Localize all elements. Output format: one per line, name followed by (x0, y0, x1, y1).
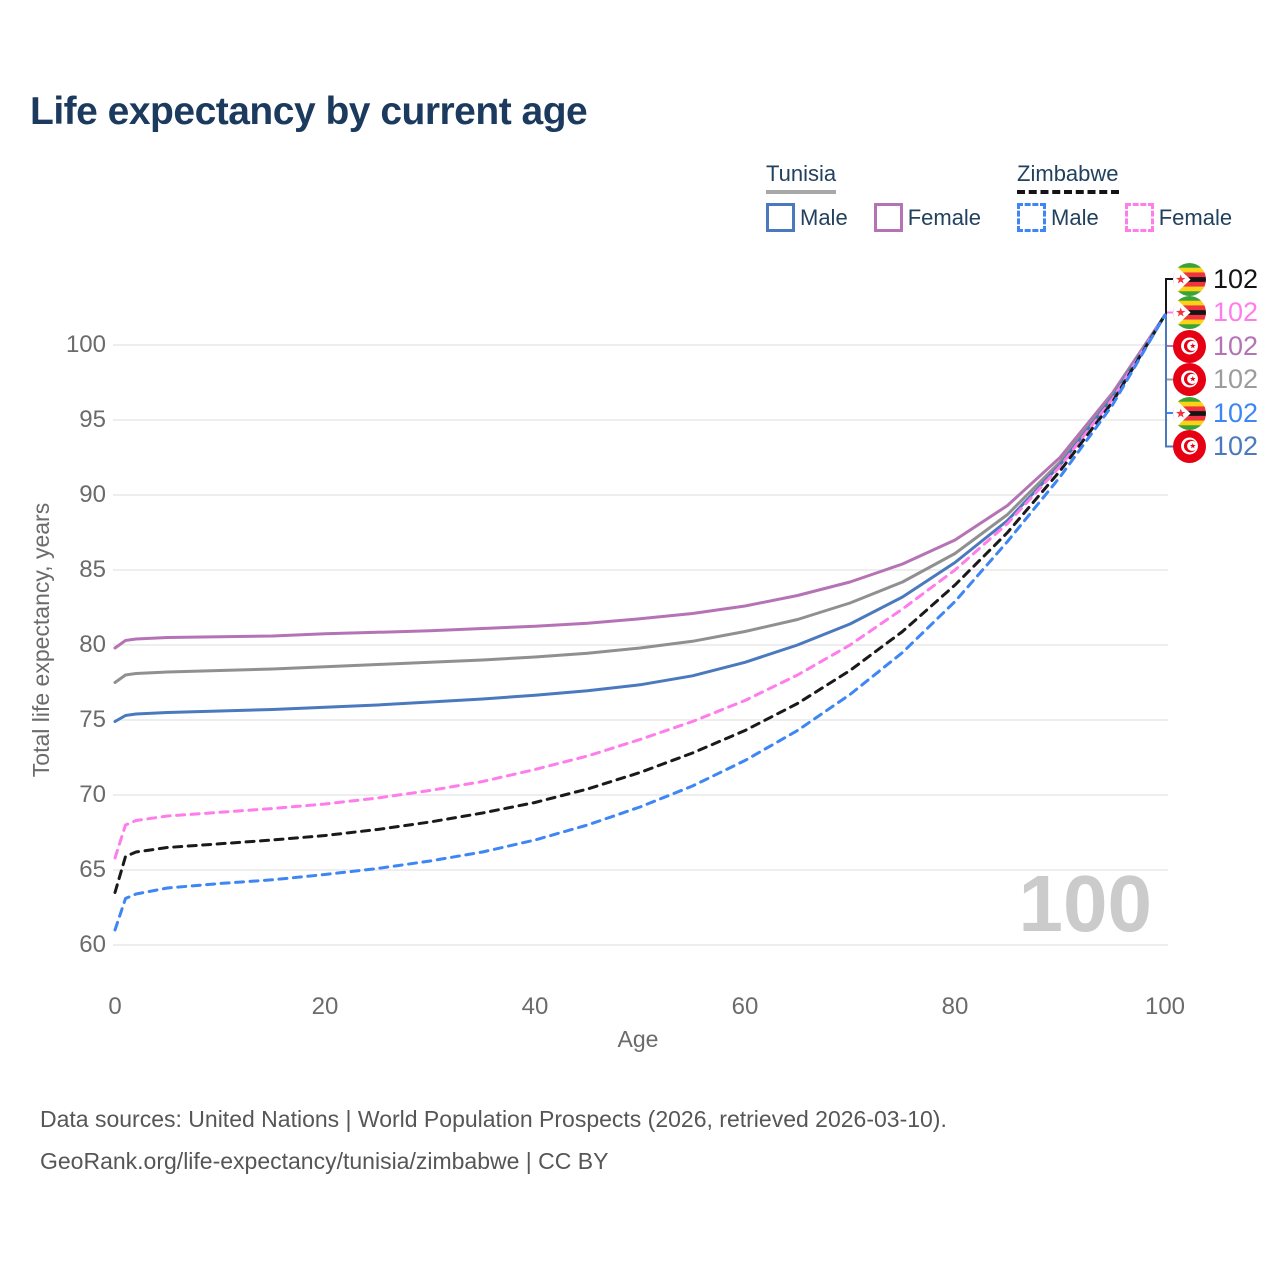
y-tick-label: 70 (79, 781, 106, 808)
legend-label-tunisia-male: Male (800, 204, 848, 230)
y-tick-label: 95 (79, 406, 106, 433)
series-line-zimbabwe-both-sexes (113, 313, 1167, 894)
legend-swatch-zimbabwe-male (1017, 203, 1047, 232)
y-tick-label: 85 (79, 556, 106, 583)
series-line-tunisia-both-sexes (113, 313, 1167, 684)
y-tick-label: 80 (79, 631, 106, 658)
x-tick-label: 60 (731, 993, 759, 1020)
end-value-label: 102 (1213, 431, 1259, 461)
series-end-label: 102 (1173, 329, 1258, 363)
zimbabwe-flag-icon (1173, 262, 1206, 296)
legend-group-tunisia: Tunisia Male Female (766, 161, 981, 232)
legend-group-zimbabwe: Zimbabwe Male Female (1017, 161, 1232, 232)
end-value-label: 102 (1213, 330, 1259, 361)
series-end-label: 102 (1173, 363, 1258, 397)
legend-swatch-zimbabwe-female (1124, 203, 1154, 232)
legend-item-tunisia-female[interactable]: Female (873, 203, 982, 232)
series-line-tunisia-male (113, 313, 1167, 723)
legend-label-zimbabwe-male: Male (1051, 204, 1099, 230)
series-line-tunisia-female (113, 313, 1167, 650)
y-tick-label: 60 (79, 931, 106, 958)
x-tick-label: 20 (311, 993, 339, 1020)
tunisia-flag-icon (1173, 363, 1206, 396)
series-line-zimbabwe-male (113, 313, 1167, 932)
chart-title: Life expectancy by current age (30, 90, 588, 133)
end-value-label: 102 (1213, 263, 1259, 294)
data-sources-line: Data sources: United Nations | World Pop… (40, 1106, 947, 1132)
x-tick-label: 40 (521, 993, 549, 1020)
series-end-label: 102 (1173, 430, 1258, 464)
x-tick-label: 100 (1144, 993, 1186, 1020)
age-watermark: 100 (1018, 859, 1152, 948)
y-tick-label: 65 (79, 856, 106, 883)
zimbabwe-flag-icon (1173, 296, 1206, 329)
series-lines (113, 313, 1167, 932)
tunisia-flag-icon (1173, 329, 1206, 363)
x-tick-label: 0 (108, 993, 122, 1020)
x-tick-label: 80 (941, 993, 969, 1020)
legend-title-tunisia: Tunisia (766, 161, 837, 194)
end-value-label: 102 (1213, 397, 1259, 428)
legend-label-zimbabwe-female: Female (1158, 204, 1233, 230)
y-tick-label: 75 (79, 706, 106, 733)
y-tick-label: 100 (65, 331, 106, 358)
legend-item-zimbabwe-male[interactable]: Male (1017, 203, 1099, 232)
legend-item-tunisia-male[interactable]: Male (766, 203, 848, 232)
legend-item-zimbabwe-female[interactable]: Female (1124, 203, 1233, 232)
chart-legend: Tunisia Male Female Zimbabwe Male (766, 161, 1232, 232)
legend-swatch-tunisia-female (873, 203, 903, 232)
legend-label-tunisia-female: Female (907, 204, 982, 230)
legend-swatch-tunisia-male (766, 203, 795, 232)
series-line-zimbabwe-female (113, 313, 1167, 860)
legend-title-zimbabwe: Zimbabwe (1017, 161, 1119, 194)
y-tick-label: 90 (79, 481, 106, 508)
end-value-label: 102 (1213, 297, 1259, 327)
series-end-label: 102 (1173, 296, 1258, 330)
end-value-label: 102 (1213, 364, 1259, 394)
zimbabwe-flag-icon (1173, 396, 1206, 430)
attribution-line: GeoRank.org/life-expectancy/tunisia/zimb… (40, 1148, 609, 1174)
gridlines (113, 344, 1168, 946)
x-axis-label: Age (617, 1026, 659, 1052)
series-end-label: 102 (1173, 396, 1258, 430)
tunisia-flag-icon (1173, 430, 1206, 463)
series-end-label: 102 (1173, 262, 1258, 296)
